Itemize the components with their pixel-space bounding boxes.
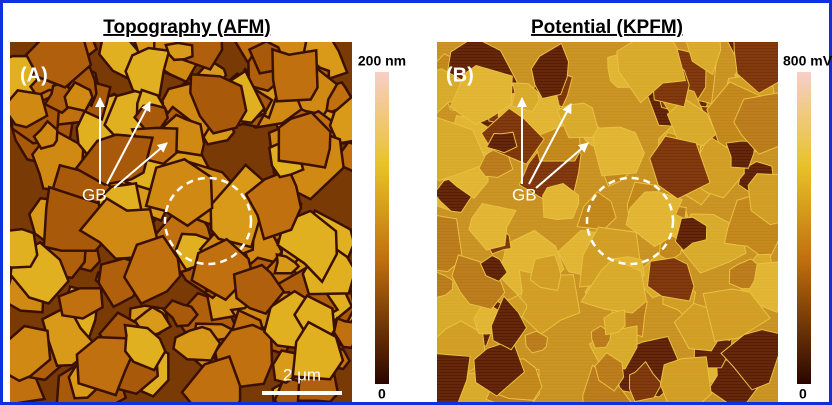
scale-bar-label: 2 μm xyxy=(283,365,321,384)
texture xyxy=(409,354,470,404)
panel-label: (B) xyxy=(446,64,474,86)
annotation: GB xyxy=(82,185,107,204)
colorbar-min: 0 xyxy=(378,386,386,402)
afm-image xyxy=(0,15,380,405)
panel-label: (A) xyxy=(20,64,48,86)
colorbar-max: 200 nm xyxy=(358,53,406,69)
panel-title: Potential (KPFM) xyxy=(531,17,683,38)
colorbar xyxy=(797,72,811,384)
colorbar xyxy=(375,72,389,384)
colorbar-max: 800 mV xyxy=(783,53,832,69)
panel-title: Topography (AFM) xyxy=(103,17,270,38)
annotation: GB xyxy=(512,185,537,204)
colorbar-min: 0 xyxy=(799,386,807,402)
figure: Topography (AFM) Potential (KPFM) (A) (B… xyxy=(0,0,832,405)
texture xyxy=(0,229,37,268)
texture xyxy=(272,49,317,101)
